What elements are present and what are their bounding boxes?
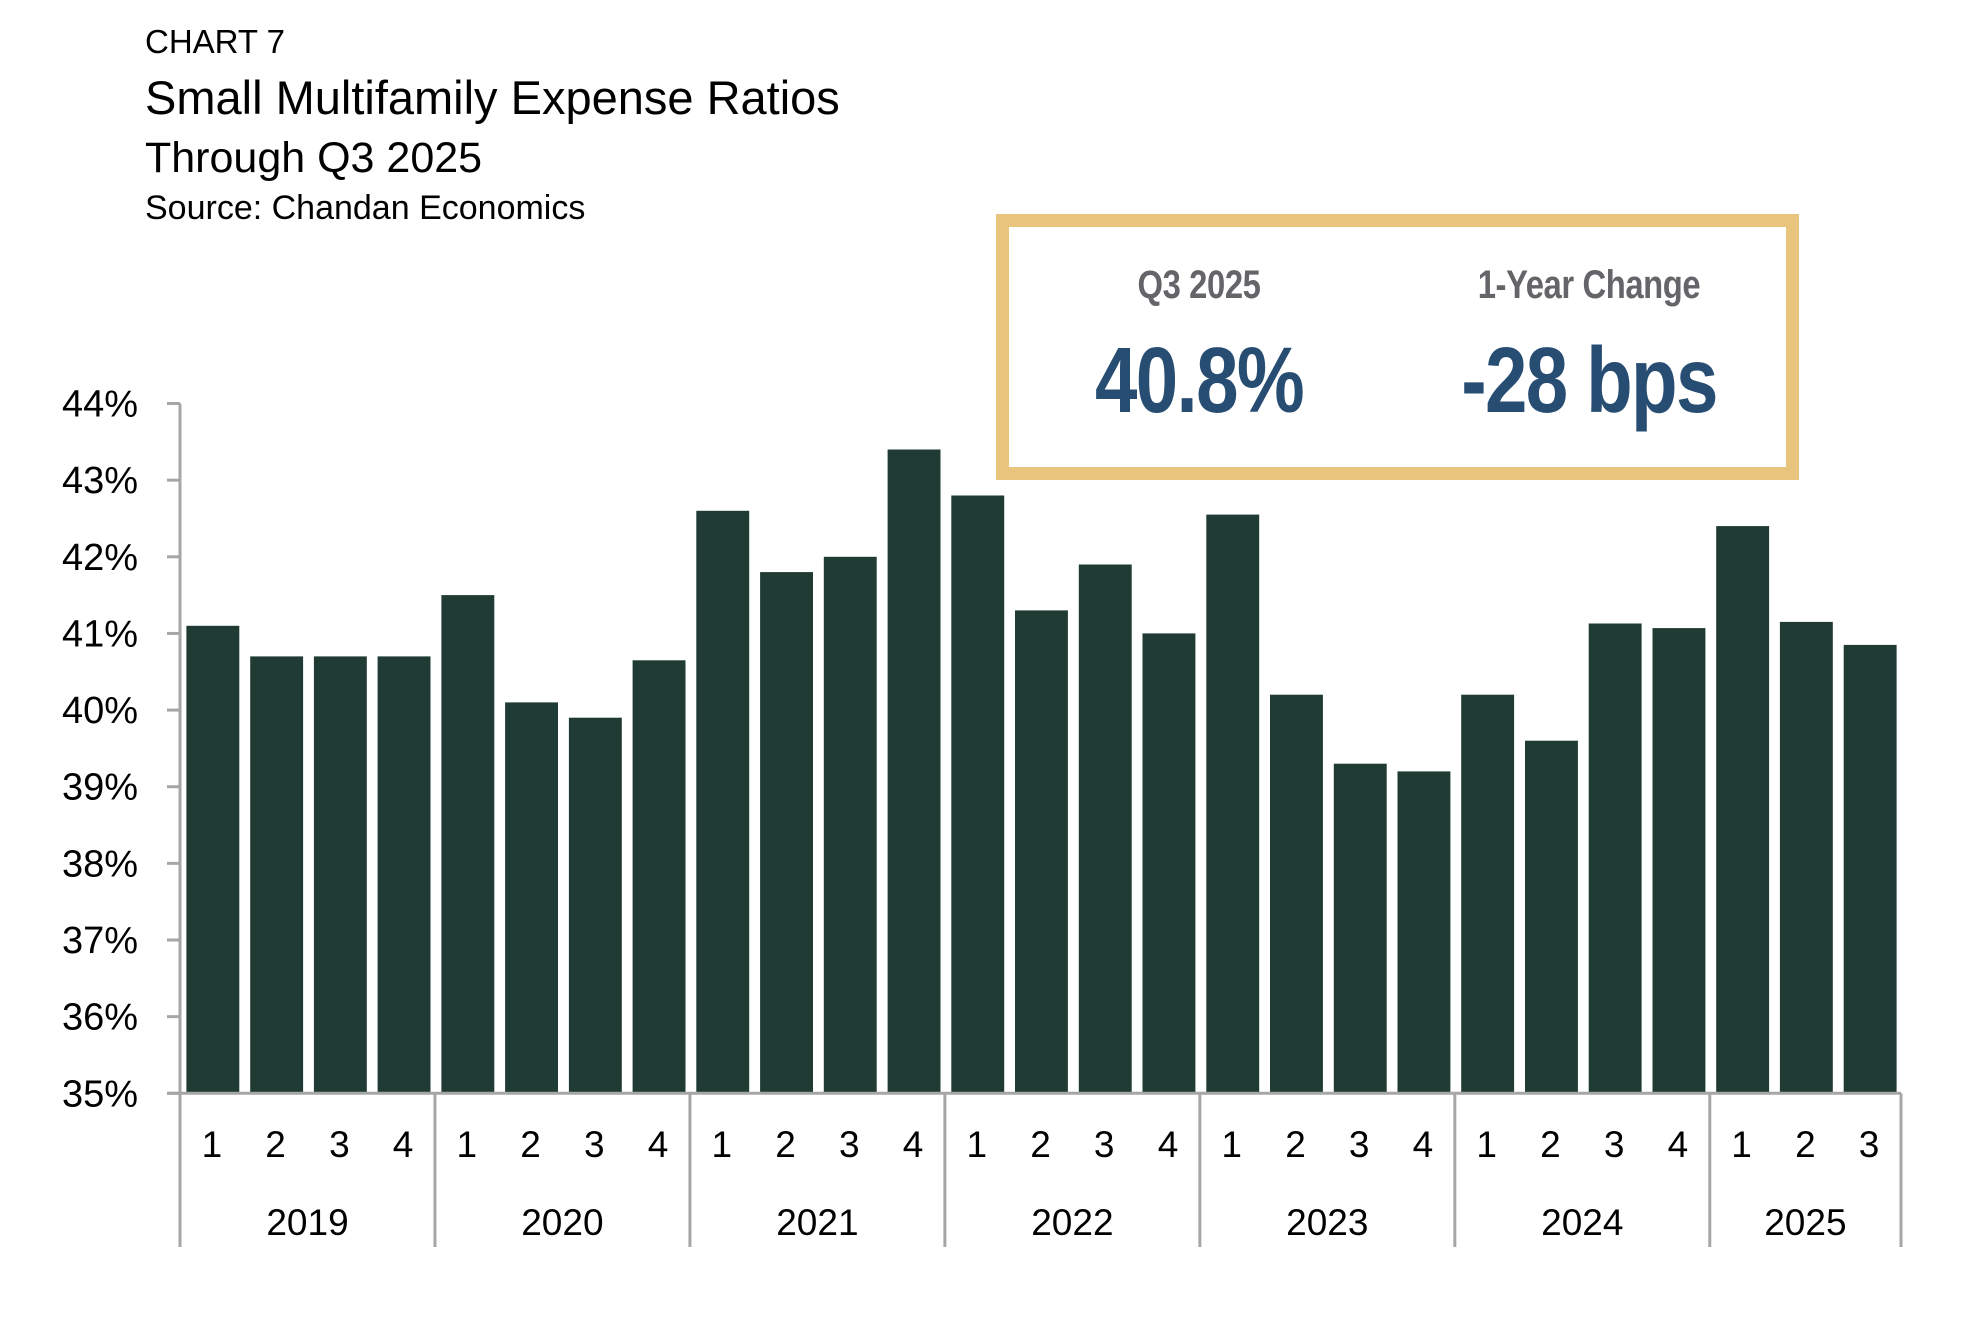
quarter-label: 2	[1540, 1124, 1561, 1165]
bar-2020-q2	[505, 702, 558, 1094]
y-tick-label: 44%	[62, 384, 138, 426]
year-label: 2021	[776, 1202, 858, 1243]
year-label: 2023	[1286, 1202, 1368, 1243]
bar-2022-q1	[951, 495, 1005, 1094]
y-tick-label: 38%	[62, 843, 138, 885]
quarter-label: 2	[1285, 1124, 1306, 1165]
y-tick-labels: 35% 36% 37% 38% 39% 40% 41% 42% 43% 44%	[62, 384, 138, 1116]
bar-2019-q1	[186, 625, 240, 1094]
y-tick-label: 40%	[62, 690, 138, 732]
y-tick-label: 39%	[62, 767, 138, 809]
quarter-label: 3	[1859, 1124, 1880, 1165]
quarter-label: 4	[1158, 1124, 1179, 1165]
quarter-label: 2	[520, 1124, 541, 1165]
bar-2019-q4	[377, 656, 431, 1094]
y-tick-label: 35%	[62, 1073, 138, 1115]
year-label: 2020	[521, 1202, 603, 1243]
quarter-label: 1	[1476, 1124, 1497, 1165]
quarter-label: 2	[1795, 1124, 1816, 1165]
bar-2025-q2	[1779, 621, 1833, 1094]
kpi-current-value: 40.8%	[1094, 328, 1305, 432]
x-tick-labels: 1 2 3 4 2019 1 2 3 4 2020 1 2 3 4 2021 1 2 3 4 2022 1 2 3 4 2023…	[202, 1124, 1880, 1243]
kpi-current-label: Q3 2025	[1137, 263, 1261, 307]
quarter-label: 4	[648, 1124, 669, 1165]
bar-2020-q3	[568, 717, 622, 1094]
quarter-label: 4	[393, 1124, 414, 1165]
bar-2025-q1	[1716, 526, 1770, 1094]
bar-2019-q3	[313, 656, 367, 1094]
y-tick-label: 36%	[62, 997, 138, 1039]
year-label: 2019	[266, 1202, 348, 1243]
y-tick-label: 37%	[62, 920, 138, 962]
kpi-box: Q3 2025 40.8% 1-Year Change -28 bps	[996, 214, 1799, 480]
quarter-label: 1	[1731, 1124, 1752, 1165]
quarter-label: 1	[457, 1124, 478, 1165]
quarter-label: 1	[712, 1124, 733, 1165]
chart-title: Small Multifamily Expense Ratios	[145, 71, 840, 124]
chart-subtitle: Through Q3 2025	[145, 134, 483, 182]
bar-2021-q3	[823, 556, 877, 1094]
bars-group	[186, 449, 1897, 1094]
kpi-change-value: -28 bps	[1461, 328, 1718, 432]
chart-label: CHART 7	[145, 23, 285, 60]
quarter-label: 3	[1604, 1124, 1625, 1165]
bar-2023-q2	[1270, 694, 1323, 1094]
bar-2022-q4	[1142, 633, 1196, 1094]
quarter-label: 2	[1030, 1124, 1051, 1165]
quarter-label: 2	[775, 1124, 796, 1165]
quarter-label: 3	[584, 1124, 605, 1165]
bar-2024-q4	[1652, 628, 1706, 1094]
axes-group	[167, 402, 1903, 1247]
bar-2022-q2	[1015, 610, 1068, 1094]
quarter-label: 1	[1221, 1124, 1242, 1165]
quarter-label: 4	[903, 1124, 924, 1165]
bar-2020-q1	[441, 595, 495, 1094]
quarter-label: 4	[1668, 1124, 1689, 1165]
bar-2021-q1	[696, 510, 750, 1094]
y-tick-label: 41%	[62, 613, 138, 655]
bar-2023-q1	[1206, 514, 1260, 1094]
kpi-change-label: 1-Year Change	[1477, 263, 1701, 307]
quarter-label: 3	[329, 1124, 350, 1165]
year-label: 2024	[1541, 1202, 1623, 1243]
bar-2025-q3	[1843, 644, 1897, 1094]
bar-2023-q4	[1397, 771, 1451, 1094]
quarter-label: 4	[1413, 1124, 1434, 1165]
quarter-label: 2	[265, 1124, 286, 1165]
year-label: 2025	[1764, 1202, 1846, 1243]
chart-source: Source: Chandan Economics	[145, 189, 586, 227]
quarter-label: 3	[1349, 1124, 1370, 1165]
y-tick-label: 43%	[62, 460, 138, 502]
bar-2021-q2	[760, 572, 813, 1094]
year-label: 2022	[1031, 1202, 1113, 1243]
quarter-label: 3	[839, 1124, 860, 1165]
bar-2021-q4	[887, 449, 941, 1094]
bar-2024-q2	[1525, 740, 1578, 1094]
bar-2019-q2	[250, 656, 304, 1094]
bar-2024-q3	[1588, 623, 1642, 1094]
bar-2024-q1	[1461, 694, 1515, 1094]
bar-2020-q4	[632, 660, 686, 1094]
y-tick-label: 42%	[62, 537, 138, 579]
quarter-label: 3	[1094, 1124, 1115, 1165]
quarter-label: 1	[202, 1124, 223, 1165]
bar-2022-q3	[1078, 564, 1132, 1094]
quarter-label: 1	[967, 1124, 988, 1165]
bar-2023-q3	[1333, 763, 1387, 1094]
